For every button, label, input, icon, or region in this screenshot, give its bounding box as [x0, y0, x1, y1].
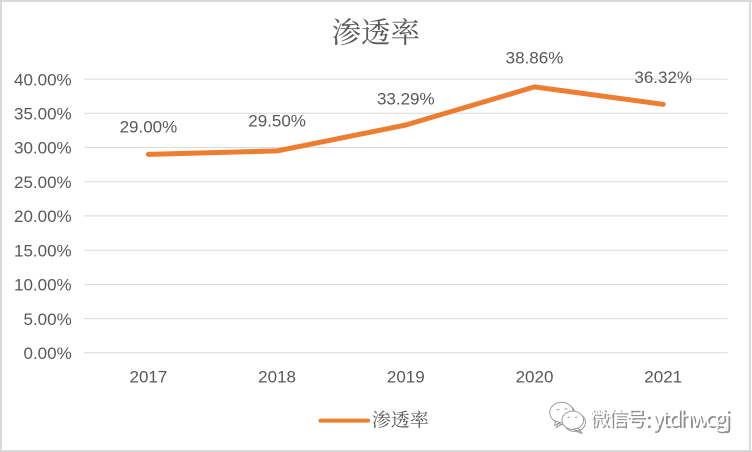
- svg-text:20.00%: 20.00%: [14, 207, 72, 226]
- svg-text:10.00%: 10.00%: [14, 276, 72, 295]
- svg-text:38.86%: 38.86%: [506, 48, 564, 67]
- svg-text:2017: 2017: [129, 368, 167, 387]
- svg-text:15.00%: 15.00%: [14, 241, 72, 260]
- svg-text:29.00%: 29.00%: [120, 118, 178, 137]
- svg-text:2018: 2018: [258, 368, 296, 387]
- svg-text:0.00%: 0.00%: [23, 344, 71, 363]
- svg-text:2021: 2021: [644, 368, 682, 387]
- svg-text:35.00%: 35.00%: [14, 105, 72, 124]
- svg-text:2020: 2020: [516, 368, 554, 387]
- svg-text:25.00%: 25.00%: [14, 173, 72, 192]
- svg-text:40.00%: 40.00%: [14, 70, 72, 89]
- svg-text:5.00%: 5.00%: [23, 310, 71, 329]
- svg-text:30.00%: 30.00%: [14, 139, 72, 158]
- svg-text:33.29%: 33.29%: [377, 90, 435, 109]
- svg-text:29.50%: 29.50%: [248, 112, 306, 131]
- svg-text:36.32%: 36.32%: [634, 68, 692, 87]
- svg-text:2019: 2019: [387, 368, 425, 387]
